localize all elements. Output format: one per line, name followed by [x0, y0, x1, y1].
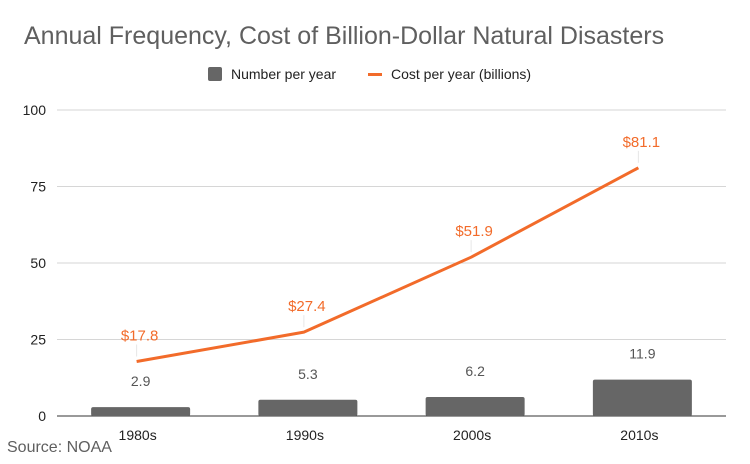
bar — [425, 397, 525, 416]
legend: Number per year Cost per year (billions) — [0, 66, 750, 88]
x-tick-label: 2010s — [620, 427, 658, 443]
x-tick-label: 2000s — [453, 427, 491, 443]
y-tick-label: 0 — [38, 408, 46, 424]
y-tick-label: 75 — [30, 179, 46, 195]
y-tick-label: 100 — [23, 102, 47, 118]
bar-value-label: 2.9 — [131, 373, 151, 389]
legend-label-number: Number per year — [231, 66, 337, 82]
legend-item-cost: Cost per year (billions) — [368, 66, 531, 82]
x-tick-label: 1990s — [286, 427, 324, 443]
bar-value-label: 11.9 — [629, 346, 655, 362]
legend-line-swatch — [368, 72, 382, 76]
y-tick-label: 25 — [30, 332, 46, 348]
legend-item-number: Number per year — [208, 66, 336, 82]
line-value-label: $17.8 — [121, 328, 159, 345]
bar — [592, 379, 692, 416]
line-value-label: $27.4 — [288, 298, 326, 315]
y-tick-label: 50 — [30, 255, 46, 271]
source-note: Source: NOAA — [7, 439, 112, 456]
x-tick-label: 1980s — [119, 427, 157, 443]
legend-label-cost: Cost per year (billions) — [391, 66, 532, 82]
legend-bar-swatch — [208, 67, 222, 81]
bar — [91, 407, 191, 416]
bar-value-label: 5.3 — [298, 366, 318, 382]
bar — [258, 399, 358, 416]
line-value-label: $51.9 — [455, 223, 493, 240]
line-value-label: $81.1 — [623, 134, 661, 151]
bar-value-label: 6.2 — [465, 363, 485, 379]
chart-title: Annual Frequency, Cost of Billion-Dollar… — [24, 22, 665, 50]
cost-line — [136, 166, 640, 364]
